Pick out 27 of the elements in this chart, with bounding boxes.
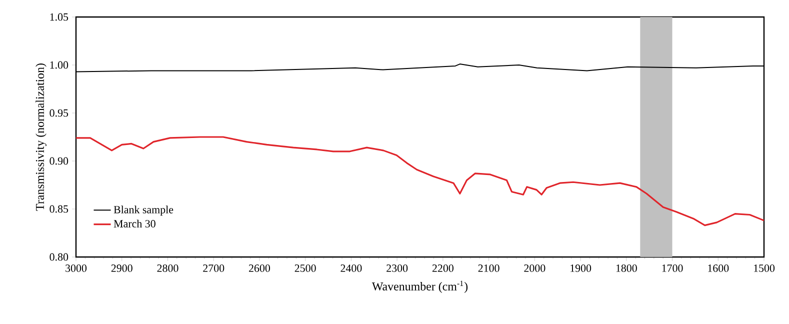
x-tick-label: 2400 [340, 264, 362, 272]
x-tick-label: 2800 [157, 264, 178, 272]
legend-label: March 30 [114, 220, 156, 228]
x-tick-label: 2900 [111, 264, 132, 272]
y-tick-label: 0.95 [50, 109, 68, 117]
y-tick-label: 1.05 [50, 13, 68, 21]
legend-label: Blank sample [114, 206, 174, 216]
x-tick-label: 2100 [478, 264, 500, 272]
x-tick-label: 2000 [524, 264, 546, 272]
x-tick-label: 2600 [248, 264, 270, 272]
x-tick-label: 2700 [203, 264, 224, 272]
x-tick-label: 1900 [570, 264, 592, 272]
x-tick-label: 1500 [754, 264, 775, 272]
x-tick-label: 1600 [708, 264, 729, 272]
x-tick-label: 2500 [294, 264, 316, 272]
x-tick-label: 2300 [386, 264, 408, 272]
y-tick-label: 0.80 [50, 253, 68, 261]
line-series [76, 136, 764, 226]
x-tick-label: 1700 [662, 264, 683, 272]
y-tick-label: 0.90 [50, 157, 68, 165]
x-axis-title: Wavenumber (cm$^{-1}$) [372, 280, 468, 293]
y-tick-label: 0.85 [50, 205, 68, 213]
x-tick-label: 2200 [432, 264, 454, 272]
x-tick-label: 3000 [66, 264, 87, 272]
y-axis-title: Transmissivity (normalization) [36, 64, 46, 211]
y-tick-label: 1.00 [50, 61, 68, 69]
x-tick-label: 1800 [616, 264, 637, 272]
